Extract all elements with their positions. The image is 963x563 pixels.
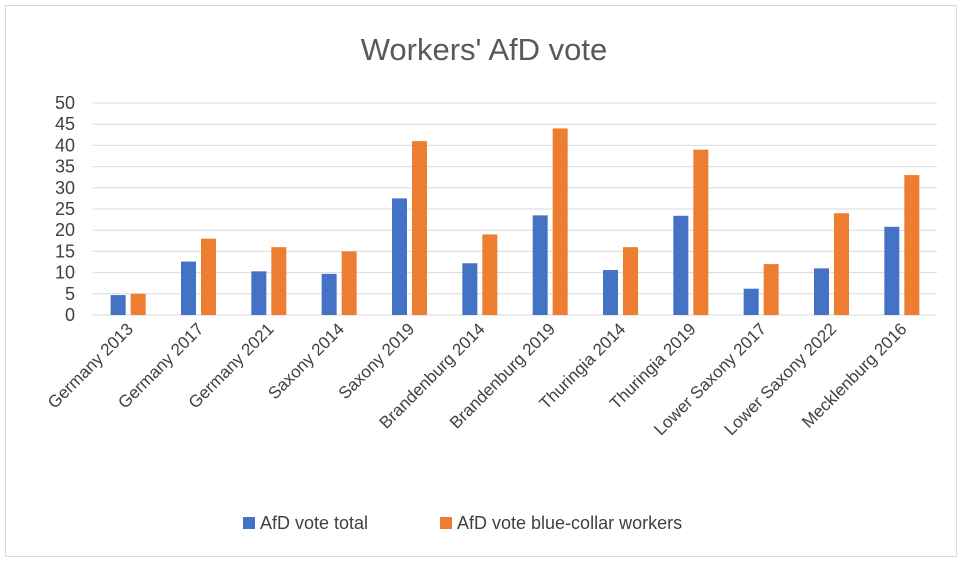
gridlines	[93, 102, 937, 316]
bar	[603, 270, 618, 315]
chart-title: Workers' AfD vote	[361, 32, 608, 67]
bar	[552, 128, 568, 315]
bar	[110, 295, 126, 315]
bar	[130, 293, 146, 315]
y-tick-label: 35	[55, 157, 75, 177]
bar	[763, 264, 779, 315]
y-tick-label: 50	[55, 93, 75, 113]
legend-label: AfD vote blue-collar workers	[457, 513, 682, 533]
bar	[693, 149, 709, 315]
y-tick-label: 40	[55, 135, 75, 155]
bar	[201, 238, 216, 315]
bar	[884, 226, 900, 315]
bar	[251, 271, 267, 315]
bar	[271, 247, 287, 315]
bar	[743, 288, 759, 315]
y-tick-label: 10	[55, 263, 75, 283]
bar	[482, 234, 498, 315]
bar	[412, 141, 427, 315]
bar	[814, 268, 829, 315]
bar	[392, 198, 407, 315]
bar	[623, 247, 638, 315]
bar	[321, 273, 337, 315]
bar	[341, 251, 357, 315]
legend-swatch	[440, 517, 452, 529]
y-tick-label: 20	[55, 220, 75, 240]
bar	[834, 213, 849, 315]
y-tick-label: 0	[65, 305, 75, 325]
y-tick-label: 30	[55, 178, 75, 198]
y-tick-label: 15	[55, 241, 75, 261]
y-tick-label: 5	[65, 284, 75, 304]
legend-label: AfD vote total	[260, 513, 368, 533]
y-tick-label: 25	[55, 199, 75, 219]
y-tick-label: 45	[55, 114, 75, 134]
legend: AfD vote total AfD vote blue-collar worke…	[243, 513, 682, 533]
bar	[181, 261, 196, 315]
bar	[904, 175, 920, 315]
bar	[673, 215, 689, 315]
bar	[532, 215, 548, 315]
legend-swatch	[243, 517, 255, 529]
bars	[110, 128, 920, 315]
bar	[462, 263, 478, 315]
chart-frame	[5, 5, 957, 557]
